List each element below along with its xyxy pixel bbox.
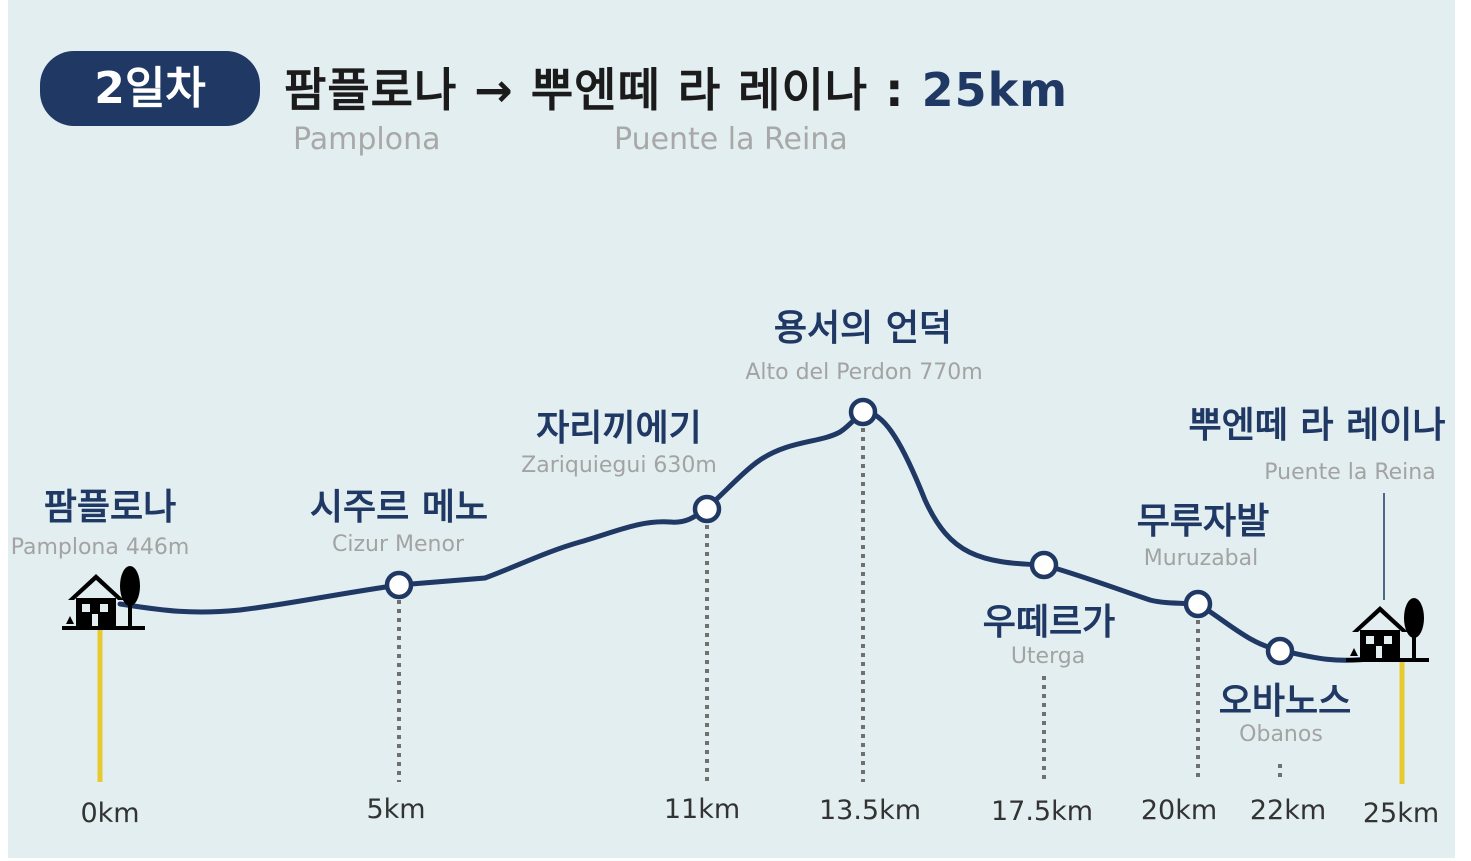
- stop-name-en: Cizur Menor: [332, 532, 465, 557]
- distance-label: 22km: [1250, 795, 1326, 826]
- distance-label: 20km: [1141, 795, 1217, 826]
- stop-name-en: Uterga: [1011, 644, 1085, 669]
- waypoint-muruzabal: [1183, 589, 1213, 619]
- stop-name-en: Muruzabal: [1144, 546, 1259, 571]
- waypoint-obanos: [1265, 636, 1295, 666]
- distance-label: 25km: [1363, 798, 1439, 829]
- route-title: 팜플로나 → 뿌엔떼 라 레이나 : 25km: [284, 58, 1068, 122]
- route-arrow: →: [474, 63, 514, 117]
- stop-name-en: Obanos: [1239, 722, 1323, 747]
- stop-name-ko: 시주르 메노: [310, 487, 488, 528]
- distance-label: 13.5km: [819, 795, 921, 826]
- stop-name-ko: 우떼르가: [983, 602, 1115, 643]
- house-icon: [62, 566, 145, 630]
- day-badge: 2일차: [40, 51, 260, 126]
- route-from: 팜플로나: [284, 63, 458, 117]
- stop-name-en: Zariquiegui 630m: [521, 453, 717, 478]
- waypoint-cizur: [384, 570, 414, 600]
- distance-label: 17.5km: [991, 796, 1093, 827]
- waypoint-zariquiegui: [692, 494, 722, 524]
- stop-name-ko: 용서의 언덕: [774, 308, 952, 349]
- route-to-en: Puente la Reina: [614, 122, 848, 157]
- stop-name-ko: 오바노스: [1219, 681, 1351, 722]
- stop-name-ko: 팜플로나: [44, 487, 176, 528]
- stop-name-en: Puente la Reina: [1264, 460, 1435, 485]
- distance-label: 0km: [80, 798, 139, 829]
- route-separator: :: [885, 63, 905, 117]
- waypoint-perdon: [848, 397, 878, 427]
- route-to: 뿌엔떼 라 레이나: [530, 63, 869, 117]
- stop-name-ko: 무루자발: [1137, 501, 1269, 542]
- distance-label: 11km: [664, 794, 740, 825]
- house-icon: [1346, 598, 1429, 662]
- route-distance: 25km: [921, 63, 1069, 117]
- waypoint-uterga: [1029, 550, 1059, 580]
- background-panel: [8, 0, 1455, 858]
- distance-label: 5km: [366, 794, 425, 825]
- stop-name-ko: 뿌엔떼 라 레이나: [1189, 405, 1446, 446]
- stop-name-en: Alto del Perdon 770m: [745, 360, 982, 385]
- route-from-en: Pamplona: [293, 122, 441, 157]
- stop-name-en: Pamplona 446m: [11, 535, 190, 560]
- stop-name-ko: 자리끼에기: [536, 408, 702, 449]
